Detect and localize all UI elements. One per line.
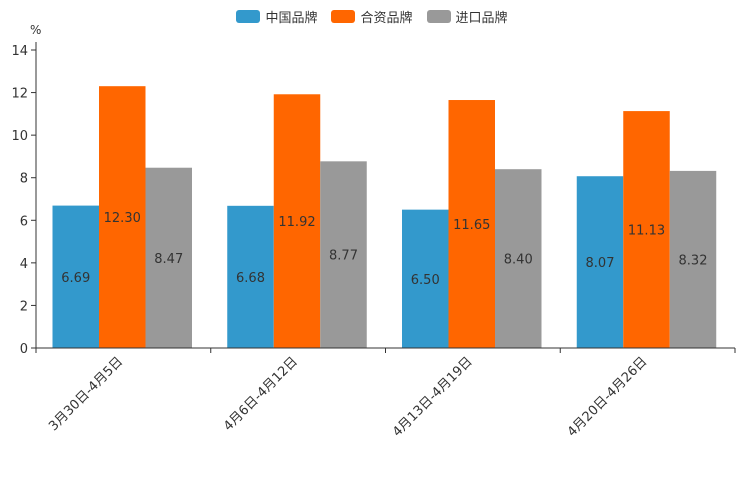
legend-label-import: 进口品牌 [455,11,508,26]
bar-s0-c1[interactable] [227,205,274,348]
y-tick-label-6: 12 [11,87,28,102]
y-axis-unit-label: % [30,23,41,37]
legend-item-china[interactable]: 中国品牌 [236,7,317,26]
y-tick-label-2: 4 [20,257,28,272]
x-category-label-2: 4月13日-4月19日 [390,354,476,440]
legend-swatch-china [236,10,261,23]
y-tick-label-7: 14 [11,44,28,59]
legend-item-import[interactable]: 进口品牌 [426,7,508,26]
bar-s2-c2[interactable] [495,169,542,348]
bar-s1-c3[interactable] [623,111,670,348]
legend-item-joint[interactable]: 合资品牌 [331,7,413,26]
bar-s1-c1[interactable] [273,94,321,348]
bar-s1-c0[interactable] [99,86,146,348]
data-label-s1-c0: 12.30 [104,211,141,226]
legend-label-china: 中国品牌 [265,11,318,26]
y-tick-label-0: 0 [20,342,28,357]
data-label-s0-c1: 6.68 [236,271,265,286]
data-label-s0-c3: 8.07 [586,256,615,271]
x-category-label-1: 4月6日-4月12日 [221,354,301,434]
legend: 中国品牌 合资品牌 进口品牌 [0,7,744,26]
legend-swatch-import [426,10,451,23]
data-label-s1-c2: 11.65 [453,218,490,233]
x-category-label-0: 3月30日-4月5日 [46,354,126,434]
data-label-s2-c3: 8.32 [679,253,708,268]
bar-s1-c2[interactable] [448,100,496,349]
bar-s2-c0[interactable] [145,167,193,348]
legend-label-joint: 合资品牌 [360,11,413,26]
bar-s0-c3[interactable] [576,176,624,348]
data-label-s1-c1: 11.92 [278,215,315,230]
x-category-label-3: 4月20日-4月26日 [565,354,651,440]
data-label-s0-c0: 6.69 [61,271,90,286]
y-tick-label-4: 8 [20,172,28,187]
y-tick-label-3: 6 [20,214,28,229]
bar-s2-c1[interactable] [320,161,367,348]
bar-s2-c3[interactable] [669,170,717,348]
y-tick-label-5: 10 [11,129,28,144]
bar-s0-c0[interactable] [52,205,100,348]
data-label-s1-c3: 11.13 [628,224,665,239]
data-label-s2-c1: 8.77 [329,249,358,264]
bar-s0-c2[interactable] [402,209,449,348]
data-label-s2-c2: 8.40 [504,253,533,268]
legend-swatch-joint [331,10,356,23]
data-label-s0-c2: 6.50 [411,273,440,288]
data-label-s2-c0: 8.47 [154,252,183,267]
y-tick-label-1: 2 [20,299,28,314]
